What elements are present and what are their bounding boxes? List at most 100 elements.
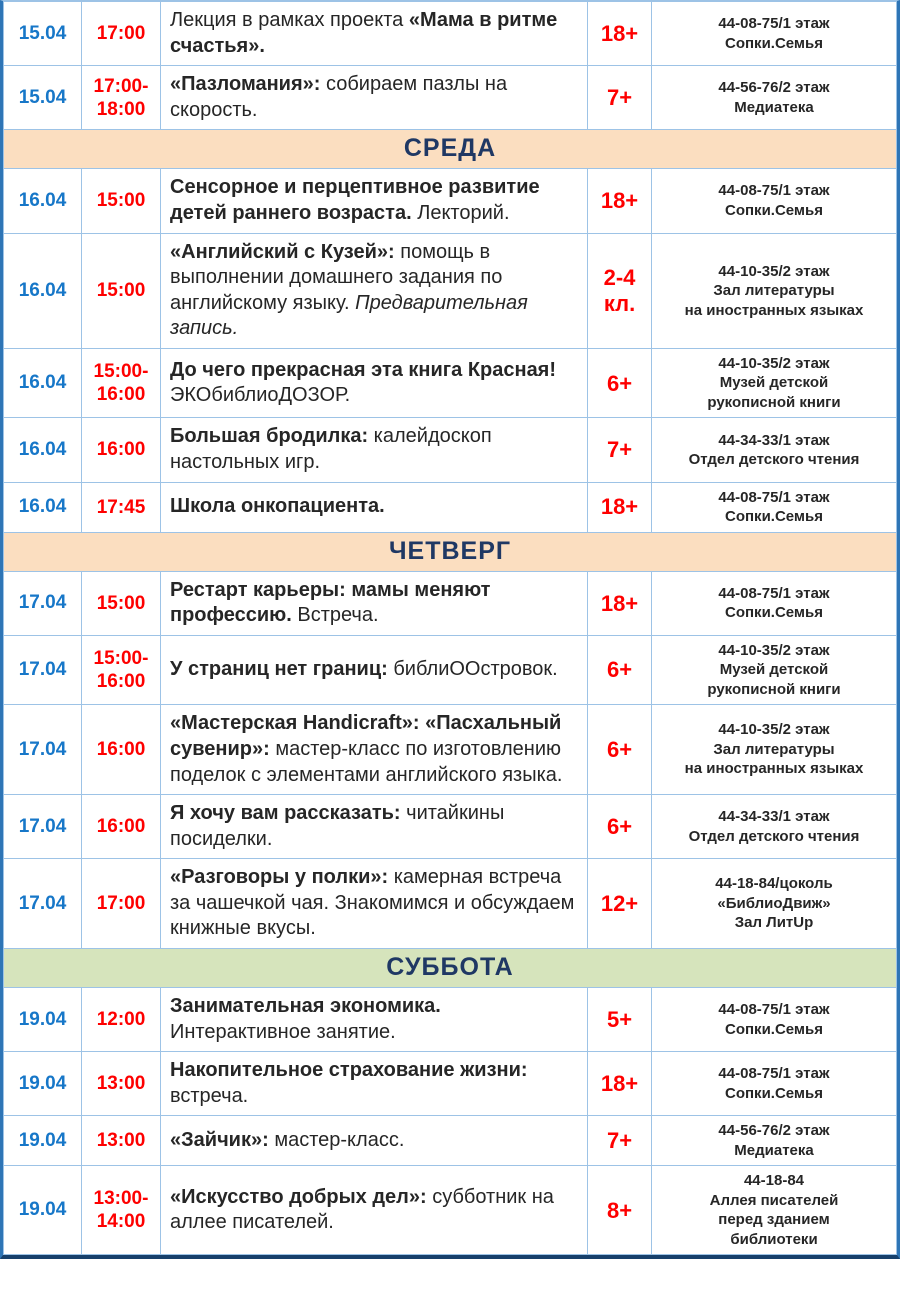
- location-cell: 44-08-75/1 этаж Сопки.Семья: [651, 987, 897, 1053]
- date-cell: 16.04: [3, 481, 82, 533]
- time-cell: 12:00: [81, 987, 161, 1053]
- age-badge: 6+: [587, 794, 652, 860]
- date-cell: 17.04: [3, 634, 82, 706]
- event-title: «Английский с Кузей»:: [170, 240, 395, 263]
- age-badge: 18+: [587, 0, 652, 67]
- day-header-label: СУББОТА: [3, 948, 897, 989]
- location-cell: 44-08-75/1 этаж Сопки.Семья: [651, 1051, 897, 1117]
- event-detail: Лекторий.: [411, 201, 510, 224]
- time-cell: 17:45: [81, 481, 161, 533]
- location-cell: 44-08-75/1 этаж Сопки.Семья: [651, 570, 897, 636]
- time-cell: 13:00: [81, 1051, 161, 1117]
- date-cell: 16.04: [3, 417, 82, 483]
- time-cell: 15:00- 16:00: [81, 347, 161, 419]
- time-cell: 17:00: [81, 858, 161, 950]
- event-title: «Мама в ритме счастья».: [170, 9, 558, 57]
- event-description: До чего прекрасная эта книга Красная! ЭК…: [160, 347, 588, 419]
- event-row: 16.04 16:00 Большая бродилка: калейдоскоп …: [3, 417, 897, 483]
- event-detail: калейдоскоп настольных игр.: [170, 425, 492, 474]
- event-description: «Английский с Кузей»: помощь в выполнени…: [160, 232, 588, 349]
- location-cell: 44-56-76/2 этаж Медиатека: [651, 65, 897, 131]
- event-description: Сенсорное и перцептивное развитие детей …: [160, 168, 588, 234]
- location-cell: 44-34-33/1 этаж Отдел детского чтения: [651, 794, 897, 860]
- date-cell: 17.04: [3, 570, 82, 636]
- location-cell: 44-18-84/цоколь «БиблиоДвиж» Зал ЛитUp: [651, 858, 897, 950]
- age-badge: 6+: [587, 704, 652, 796]
- event-row: 17.04 16:00 Я хочу вам рассказать: читайки…: [3, 794, 897, 860]
- event-description: Накопительное страхование жизни: встреча…: [160, 1051, 588, 1117]
- time-cell: 15:00: [81, 168, 161, 234]
- date-cell: 16.04: [3, 232, 82, 349]
- event-detail: субботник на аллее писателей.: [170, 1185, 554, 1234]
- event-row: 16.04 15:00 Сенсорное и перцептивное разви…: [3, 168, 897, 234]
- event-row: 19.04 13:00 «Зайчик»: мастер-класс. 7+ 44-56…: [3, 1115, 897, 1167]
- event-description: Рестарт карьеры: мамы меняют профессию. …: [160, 570, 588, 636]
- age-badge: 2-4 кл.: [587, 232, 652, 349]
- event-description: У страниц нет границ: библиООстровок.: [160, 634, 588, 706]
- event-title: «Искусство добрых дел»:: [170, 1185, 427, 1208]
- age-badge: 18+: [587, 570, 652, 636]
- date-cell: 15.04: [3, 0, 82, 67]
- time-cell: 16:00: [81, 794, 161, 860]
- event-title: «Мастерская Handicraft»: «Пасхальный сув…: [170, 712, 562, 760]
- location-cell: 44-10-35/2 этаж Зал литературы на иностран…: [651, 704, 897, 796]
- event-title: Рестарт карьеры: мамы меняют профессию.: [170, 578, 491, 627]
- date-cell: 19.04: [3, 1115, 82, 1167]
- location-cell: 44-56-76/2 этаж Медиатека: [651, 1115, 897, 1167]
- time-cell: 15:00: [81, 570, 161, 636]
- time-cell: 13:00: [81, 1115, 161, 1167]
- event-description: «Мастерская Handicraft»: «Пасхальный сув…: [160, 704, 588, 796]
- event-detail: камерная встреча за чашечкой чая. Знаком…: [170, 866, 575, 940]
- event-row: 19.04 13:00- 14:00 «Искусство добрых дел»: …: [3, 1165, 897, 1256]
- time-cell: 17:00: [81, 0, 161, 67]
- event-description: «Пазломания»: собираем пазлы на скорость…: [160, 65, 588, 131]
- location-cell: 44-10-35/2 этаж Музей детской рукописной к…: [651, 634, 897, 706]
- event-title: Сенсорное и перцептивное развитие детей …: [170, 176, 540, 224]
- time-cell: 15:00- 16:00: [81, 634, 161, 706]
- event-description: «Зайчик»: мастер-класс.: [160, 1115, 588, 1167]
- event-description: Я хочу вам рассказать: читайкины посидел…: [160, 794, 588, 860]
- date-cell: 19.04: [3, 1165, 82, 1256]
- event-title: Накопительное страхование жизни:: [170, 1059, 528, 1082]
- schedule-poster: 15.04 17:00 Лекция в рамках проекта «Мама …: [0, 0, 900, 1260]
- event-description: Школа онкопациента.: [160, 481, 588, 533]
- event-title: Занимательная экономика.: [170, 995, 441, 1018]
- event-row: 17.04 15:00- 16:00 У страниц нет границ: би…: [3, 634, 897, 706]
- age-badge: 6+: [587, 347, 652, 419]
- day-header-row: СУББОТА: [3, 948, 897, 989]
- event-title: Школа онкопациента.: [170, 495, 385, 518]
- location-cell: 44-34-33/1 этаж Отдел детского чтения: [651, 417, 897, 483]
- date-cell: 19.04: [3, 1051, 82, 1117]
- event-title: Большая бродилка:: [170, 425, 369, 448]
- event-row: 15.04 17:00- 18:00 «Пазломания»: собираем п…: [3, 65, 897, 131]
- age-badge: 12+: [587, 858, 652, 950]
- location-cell: 44-08-75/1 этаж Сопки.Семья: [651, 481, 897, 533]
- day-header-row: ЧЕТВЕРГ: [3, 531, 897, 572]
- event-detail: помощь в выполнении домашнего задания по…: [170, 240, 503, 314]
- event-row: 19.04 12:00 Занимательная экономика. Интер…: [3, 987, 897, 1053]
- age-badge: 5+: [587, 987, 652, 1053]
- age-badge: 18+: [587, 1051, 652, 1117]
- age-badge: 8+: [587, 1165, 652, 1256]
- time-cell: 16:00: [81, 704, 161, 796]
- event-detail: мастер-класс.: [268, 1129, 405, 1152]
- date-cell: 16.04: [3, 168, 82, 234]
- location-cell: 44-18-84 Аллея писателей перед зданием библ…: [651, 1165, 897, 1256]
- age-badge: 7+: [587, 1115, 652, 1167]
- event-row: 17.04 17:00 «Разговоры у полки»: камерная …: [3, 858, 897, 950]
- event-title: «Пазломания»:: [170, 73, 321, 96]
- event-row: 16.04 17:45 Школа онкопациента. 18+ 44-08-75…: [3, 481, 897, 533]
- age-badge: 7+: [587, 65, 652, 131]
- time-cell: 13:00- 14:00: [81, 1165, 161, 1256]
- event-description: «Разговоры у полки»: камерная встреча за…: [160, 858, 588, 950]
- event-title: «Разговоры у полки»:: [170, 866, 389, 889]
- location-cell: 44-10-35/2 этаж Музей детской рукописной к…: [651, 347, 897, 419]
- age-badge: 7+: [587, 417, 652, 483]
- event-detail: Лекция в рамках проекта: [170, 9, 409, 31]
- location-cell: 44-08-75/1 этаж Сопки.Семья: [651, 0, 897, 67]
- event-row: 15.04 17:00 Лекция в рамках проекта «Мама …: [3, 0, 897, 67]
- event-title: «Зайчик»:: [170, 1129, 269, 1152]
- time-cell: 16:00: [81, 417, 161, 483]
- date-cell: 17.04: [3, 858, 82, 950]
- event-detail: ЭКОбиблиоДОЗОР.: [170, 384, 351, 407]
